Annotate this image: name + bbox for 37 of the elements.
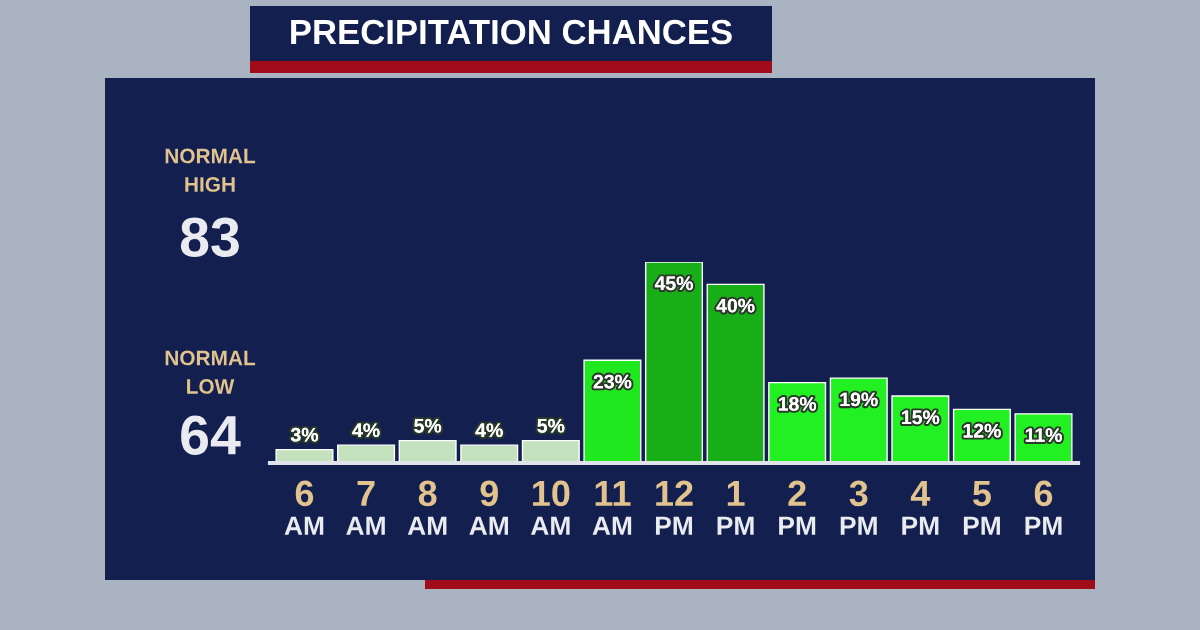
bar	[398, 439, 457, 463]
text: 83	[180, 217, 239, 257]
chart-title: PRECIPITATION CHANCES	[291, 19, 732, 45]
text: 64	[181, 415, 241, 455]
category-label: 4 PM	[902, 480, 939, 535]
data-label: 4%	[475, 423, 503, 438]
data-label: 40%	[716, 298, 755, 313]
data-label: 3%	[290, 427, 319, 442]
bar	[460, 444, 519, 463]
data-label: 5%	[414, 418, 442, 433]
category-label: 7 AM	[346, 480, 385, 535]
bar	[644, 262, 704, 463]
text: NORMAL HIGH	[165, 148, 256, 192]
data-label: 23%	[593, 374, 632, 389]
bar	[337, 444, 396, 463]
bar	[521, 439, 580, 463]
category-label: 2 PM	[779, 480, 816, 535]
category-label: 12 PM	[655, 480, 693, 535]
data-label: 19%	[840, 392, 878, 407]
data-label: 12%	[963, 423, 1001, 438]
data-label: 5%	[537, 418, 565, 433]
category-label: 11 AM	[592, 480, 632, 535]
category-label: 10 AM	[530, 480, 570, 535]
category-label: 9 AM	[469, 480, 508, 535]
text: NORMAL LOW	[165, 350, 256, 394]
category-label: 3 PM	[840, 480, 877, 535]
category-label: 6 AM	[284, 480, 324, 535]
data-label: 11%	[1025, 428, 1062, 442]
bar	[706, 283, 765, 463]
category-label: 5 PM	[963, 480, 1000, 535]
category-label: 8 AM	[407, 480, 447, 535]
data-label: 45%	[654, 276, 693, 291]
category-label: 1 PM	[717, 480, 754, 535]
data-label: 18%	[778, 397, 817, 411]
data-label: 15%	[902, 410, 940, 425]
data-label: 4%	[352, 423, 380, 438]
category-label: 6 PM	[1025, 480, 1062, 535]
